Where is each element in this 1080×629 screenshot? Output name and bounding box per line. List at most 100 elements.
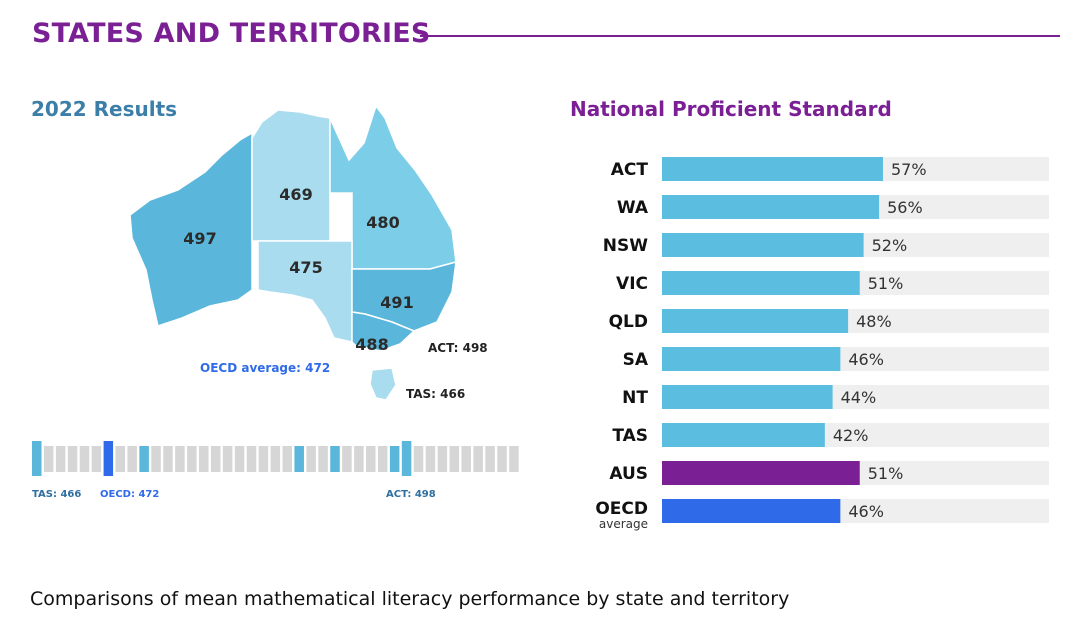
- map-region-nt: [251, 109, 331, 242]
- category-label-nsw: NSW: [603, 236, 648, 256]
- bar-aus: [662, 461, 860, 485]
- strip-marker-state: [294, 446, 304, 472]
- category-label-aus: AUS: [609, 464, 648, 484]
- bar-tas: [662, 423, 825, 447]
- strip-cell: [67, 446, 78, 472]
- map-value-vic: 488: [355, 335, 388, 354]
- category-sublabel-oecd: average: [599, 517, 648, 531]
- strip-cell: [449, 446, 460, 472]
- value-label-nt: 44%: [841, 388, 877, 407]
- map-value-qld: 480: [366, 213, 399, 232]
- map-value-nsw: 491: [380, 293, 413, 312]
- category-label-oecd: OECD: [595, 499, 648, 519]
- strip-cell: [43, 446, 54, 472]
- map-value-wa: 497: [183, 229, 216, 248]
- figure-caption: Comparisons of mean mathematical literac…: [30, 588, 790, 610]
- strip-cell: [377, 446, 388, 472]
- strip-cell: [175, 446, 185, 472]
- category-label-wa: WA: [617, 198, 649, 218]
- map-region-vic: [351, 311, 416, 352]
- category-label-qld: QLD: [609, 312, 648, 332]
- category-label-sa: SA: [623, 350, 649, 370]
- value-label-vic: 51%: [868, 274, 904, 293]
- bar-wa: [662, 195, 880, 219]
- strip-cell: [342, 446, 352, 472]
- tas-label: TAS: 466: [406, 387, 465, 401]
- act-label: ACT: 498: [428, 341, 488, 355]
- map-labels: 497 469 480 475 491 488 ACT: 498 TAS: 466 OECD a…: [183, 185, 487, 401]
- bar-sa: [662, 347, 841, 371]
- map-value-sa: 475: [289, 258, 322, 277]
- category-label-act: ACT: [611, 160, 649, 180]
- strip-cell: [151, 446, 161, 472]
- category-label-nt: NT: [622, 388, 648, 408]
- strip-cell: [55, 446, 66, 472]
- strip-cell: [497, 446, 507, 472]
- map-region-tas: [369, 367, 397, 401]
- value-label-oecd: 46%: [848, 502, 884, 521]
- value-label-qld: 48%: [856, 312, 892, 331]
- strip-marker-state: [330, 446, 340, 472]
- category-label-vic: VIC: [616, 274, 648, 294]
- strip-cell: [366, 446, 376, 472]
- strip-cell: [354, 446, 364, 472]
- strip-cell: [473, 446, 483, 472]
- score-strip: TAS: 466 OECD: 472 ACT: 498: [32, 441, 519, 500]
- strip-cell: [413, 446, 424, 472]
- bar-vic: [662, 271, 860, 295]
- strip-cell: [485, 446, 495, 472]
- strip-cell: [306, 446, 316, 472]
- bar-nsw: [662, 233, 864, 257]
- strip-cell: [318, 446, 328, 472]
- strip-cell: [127, 446, 137, 472]
- strip-marker-act: [401, 441, 412, 476]
- map-region-sa: [257, 240, 353, 343]
- value-label-nsw: 52%: [872, 236, 908, 255]
- strip-label-oecd: OECD: 472: [100, 489, 159, 500]
- page-title: STATES AND TERRITORIES: [32, 18, 431, 49]
- value-label-wa: 56%: [887, 198, 923, 217]
- nps-title: National Proficient Standard: [570, 97, 892, 121]
- value-label-sa: 46%: [848, 350, 884, 369]
- strip-cell: [199, 446, 209, 472]
- strip-cell: [115, 446, 126, 472]
- category-label-tas: TAS: [612, 426, 648, 446]
- title-rule: [420, 35, 1060, 37]
- australia-map: [129, 104, 457, 401]
- strip-label-tas: TAS: 466: [32, 489, 81, 500]
- bar-oecd: [662, 499, 841, 523]
- strip-cell: [91, 446, 102, 472]
- bar-act: [662, 157, 883, 181]
- strip-cell: [509, 446, 519, 472]
- strip-cell: [258, 446, 269, 472]
- strip-cell: [437, 446, 448, 472]
- strip-cell: [222, 446, 233, 472]
- results-title: 2022 Results: [31, 97, 178, 121]
- map-region-wa: [129, 131, 253, 327]
- strip-cell: [270, 446, 281, 472]
- strip-marker-state: [139, 446, 149, 472]
- strip-cell: [246, 446, 257, 472]
- bar-nt: [662, 385, 833, 409]
- proficient-bar-chart: ACT 57% WA 56% NSW 52% VIC 51% QLD 48% SA 46% NT 44% T…: [595, 157, 1049, 531]
- strip-cell: [187, 446, 197, 472]
- value-label-act: 57%: [891, 160, 927, 179]
- strip-cell: [425, 446, 436, 472]
- value-label-aus: 51%: [868, 464, 904, 483]
- strip-marker-tas: [32, 441, 42, 476]
- strip-cell: [79, 446, 90, 472]
- map-region-qld: [329, 104, 457, 270]
- map-value-nt: 469: [279, 185, 312, 204]
- strip-cell: [234, 446, 245, 472]
- strip-label-act: ACT: 498: [386, 489, 436, 500]
- strip-cell: [210, 446, 221, 472]
- strip-marker-state: [389, 446, 400, 472]
- bar-qld: [662, 309, 849, 333]
- strip-cell: [282, 446, 293, 472]
- strip-cell: [163, 446, 173, 472]
- strip-marker-oecd: [103, 441, 114, 476]
- strip-cell: [461, 446, 471, 472]
- value-label-tas: 42%: [833, 426, 869, 445]
- oecd-average-label: OECD average: 472: [200, 361, 330, 375]
